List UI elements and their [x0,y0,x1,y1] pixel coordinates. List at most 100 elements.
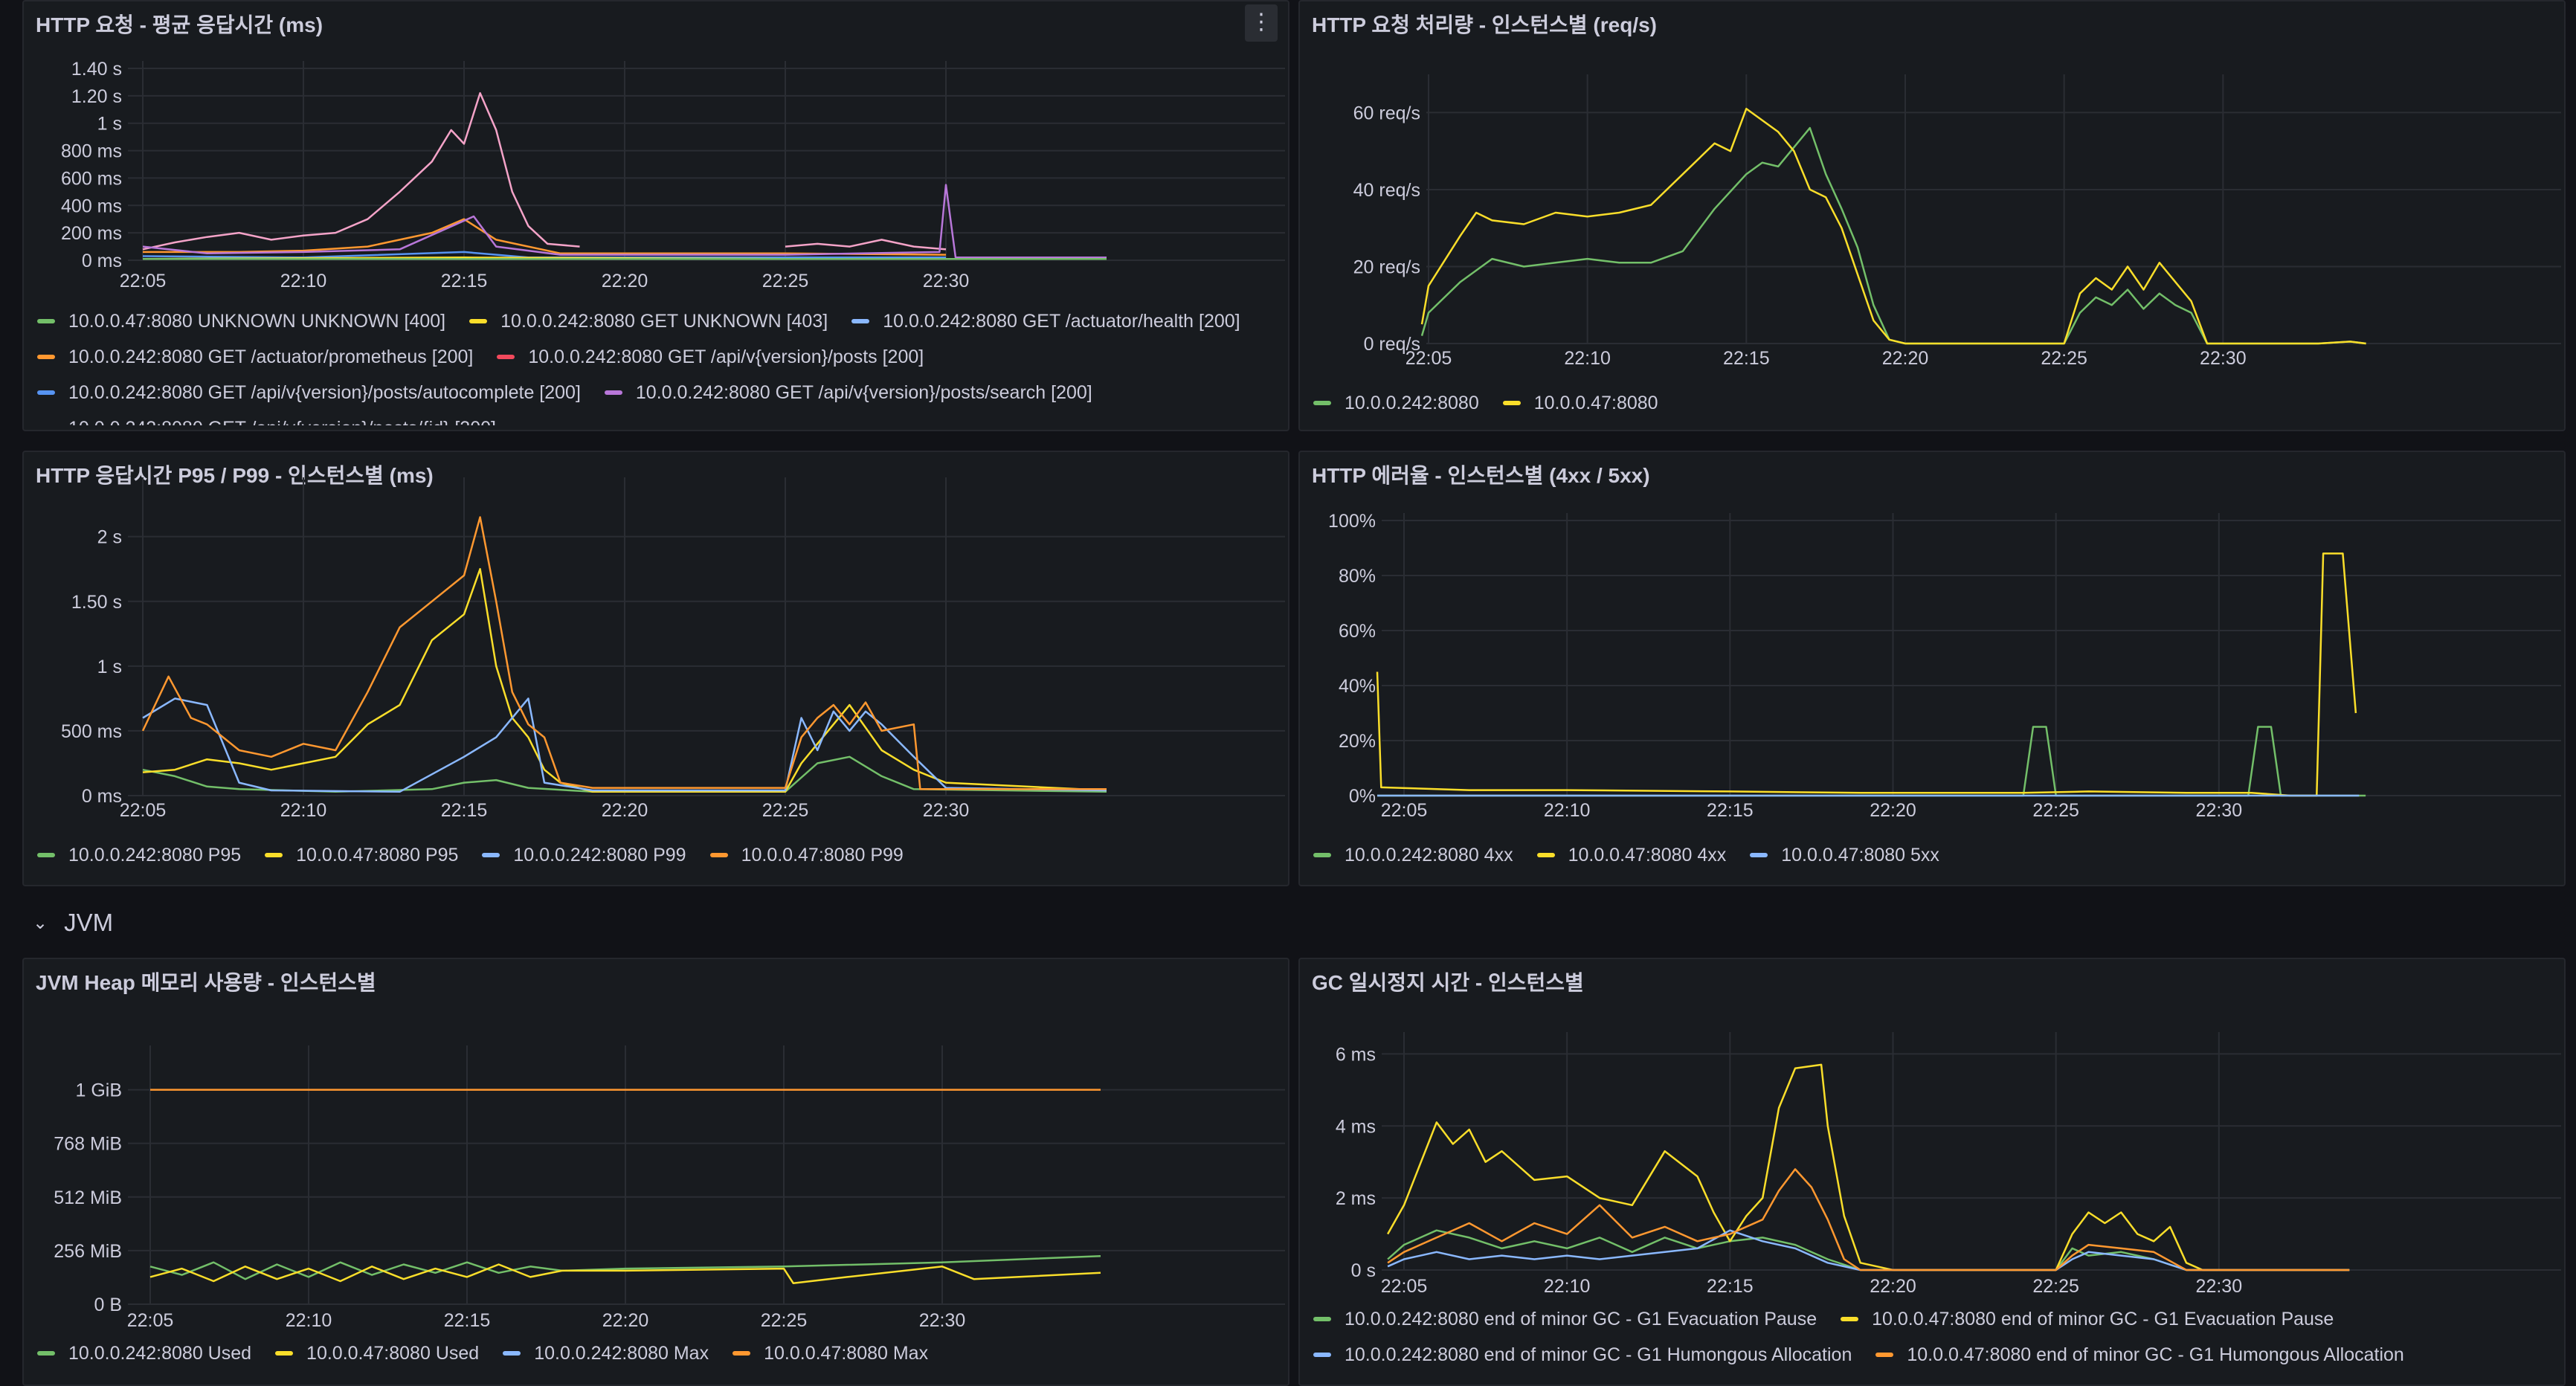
x-tick-label: 22:20 [602,800,648,821]
y-tick-label: 2 s [97,527,122,548]
legend-item[interactable]: 10.0.0.47:8080 end of minor GC - G1 Evac… [1841,1301,2334,1337]
series-line [1387,1168,2350,1271]
series-line [142,184,1107,259]
legend-swatch [503,1351,521,1356]
legend-swatch [37,390,55,395]
legend-item[interactable]: 10.0.0.47:8080 [1502,385,1658,421]
series-line [1420,107,2366,345]
legend-item[interactable]: 10.0.0.47:8080 Max [732,1335,928,1371]
legend-label: 10.0.0.47:8080 P99 [741,844,904,866]
legend-label: 10.0.0.242:8080 P95 [68,844,242,866]
legend-item[interactable]: 10.0.0.242:8080 GET /actuator/health [20… [851,303,1240,339]
legend-label: 10.0.0.242:8080 P99 [513,844,686,866]
y-tick-label: 1 s [97,114,122,135]
y-tick-label: 0% [1349,786,1376,807]
legend-label: 10.0.0.242:8080 GET UNKNOWN [403] [500,310,828,332]
legend-swatch [265,853,283,857]
panel-jvm-heap[interactable]: JVM Heap 메모리 사용량 - 인스턴스별 0 B 256 MiB 512 M… [22,958,1289,1386]
legend-item[interactable]: 10.0.0.242:8080 P99 [482,837,686,873]
legend-label: 10.0.0.242:8080 GET /api/v{version}/post… [68,381,581,403]
legend-item[interactable]: 10.0.0.242:8080 GET /api/v{version}/post… [37,375,581,410]
x-tick-label: 22:15 [1707,800,1754,821]
chart-plot: 0 s 2 ms 4 ms 6 ms 22:05 22:10 22:15 22:20 22:25… [1336,1032,2561,1297]
y-tick-label: 2 ms [1336,1188,1376,1209]
series-line [1377,726,2366,797]
series-line [143,218,947,256]
legend-label: 10.0.0.242:8080 Max [534,1342,709,1364]
panel-http-p95-p99[interactable]: HTTP 응답시간 P95 / P99 - 인스턴스별 (ms) 0 ms 500… [22,451,1289,886]
x-tick-label: 22:25 [2032,1276,2079,1297]
legend-item[interactable]: 10.0.0.47:8080 P95 [265,837,458,873]
more-vertical-icon[interactable]: ⋮ [1245,4,1278,42]
series-line [142,755,1107,793]
legend-item[interactable]: 10.0.0.47:8080 end of minor GC - G1 Humo… [1875,1337,2404,1373]
legend-label: 10.0.0.47:8080 Used [306,1342,480,1364]
legend-label: 10.0.0.242:8080 GET /api/v{version}/post… [68,418,496,426]
x-tick-label: 22:30 [923,271,970,291]
legend-item[interactable]: 10.0.0.242:8080 4xx [1313,837,1513,873]
legend-item[interactable]: 10.0.0.242:8080 GET /actuator/prometheus… [37,339,473,375]
legend-item[interactable]: 10.0.0.47:8080 Used [275,1335,479,1371]
legend-label: 10.0.0.47:8080 4xx [1568,844,1727,866]
x-tick-label: 22:20 [1882,348,1929,369]
panel-title: HTTP 응답시간 P95 / P99 - 인스턴스별 (ms) [36,464,434,487]
legend-item[interactable]: 10.0.0.242:8080 GET UNKNOWN [403] [469,303,828,339]
legend-swatch [604,390,622,395]
x-tick-label: 22:05 [1381,800,1428,821]
legend-label: 10.0.0.47:8080 end of minor GC - G1 Humo… [1907,1344,2404,1365]
legend-item[interactable]: 10.0.0.242:8080 GET /api/v{version}/post… [37,410,496,426]
panel-title: HTTP 요청 처리량 - 인스턴스별 (req/s) [1312,13,1657,36]
y-tick-label: 1.20 s [71,86,122,107]
x-tick-label: 22:10 [286,1310,332,1331]
x-tick-label: 22:30 [2196,800,2243,821]
x-tick-label: 22:20 [1870,1276,1916,1297]
y-tick-label: 1.40 s [71,59,122,80]
legend-item[interactable]: 10.0.0.242:8080 [1313,385,1479,421]
legend-swatch [37,319,55,323]
panel-gc-pause[interactable]: GC 일시정지 시간 - 인스턴스별 0 s 2 ms 4 ms 6 ms 22:05 2… [1298,958,2566,1386]
series-line [149,1263,1101,1285]
legend-item[interactable]: 10.0.0.242:8080 GET /api/v{version}/post… [497,339,924,375]
y-tick-label: 0 ms [82,786,122,807]
legend-swatch [275,1351,294,1356]
x-tick-label: 22:20 [602,271,648,291]
legend-item[interactable]: 10.0.0.242:8080 Used [37,1335,251,1371]
x-tick-label: 22:05 [127,1310,174,1331]
series-line [1387,1063,2350,1271]
legend-item[interactable]: 10.0.0.242:8080 end of minor GC - G1 Eva… [1313,1301,1817,1337]
y-tick-label: 20% [1339,731,1376,752]
y-tick-label: 20 req/s [1353,257,1420,277]
y-tick-label: 4 ms [1336,1116,1376,1137]
y-tick-label: 40 req/s [1353,180,1420,201]
legend-item[interactable]: 10.0.0.242:8080 end of minor GC - G1 Hum… [1313,1337,1852,1373]
legend-item[interactable]: 10.0.0.47:8080 5xx [1750,837,1939,873]
chevron-down-icon[interactable]: ⌄ [33,912,48,933]
x-tick-label: 22:10 [1544,800,1591,821]
legend-item[interactable]: 10.0.0.242:8080 P95 [37,837,241,873]
panel-http-throughput[interactable]: HTTP 요청 처리량 - 인스턴스별 (req/s) 0 req/s 20 re… [1298,0,2566,431]
legend-item[interactable]: 10.0.0.47:8080 P99 [709,837,904,873]
x-tick-label: 22:05 [120,271,167,291]
panel-http-error-rate[interactable]: HTTP 에러율 - 인스턴스별 (4xx / 5xx) 0% 20% 40% 60%… [1298,451,2566,886]
legend-item[interactable]: 10.0.0.47:8080 4xx [1536,837,1727,873]
panel-title: HTTP 에러율 - 인스턴스별 (4xx / 5xx) [1312,464,1650,487]
chart-plot: 0 B 256 MiB 512 MiB 768 MiB 1 GiB 22:05 22:10 2… [54,1045,1285,1331]
legend-label: 10.0.0.242:8080 end of minor GC - G1 Hum… [1345,1344,1852,1365]
legend-label: 10.0.0.47:8080 5xx [1781,844,1939,866]
legend-item[interactable]: 10.0.0.47:8080 UNKNOWN UNKNOWN [400] [37,303,445,339]
legend-item[interactable]: 10.0.0.242:8080 Max [503,1335,709,1371]
panel-http-avg-response-time[interactable]: HTTP 요청 - 평균 응답시간 (ms) ⋮ 0 ms 200 ms 400 m… [22,0,1289,431]
y-tick-label: 256 MiB [54,1241,122,1262]
y-tick-label: 0 req/s [1364,334,1420,355]
legend-label: 10.0.0.242:8080 end of minor GC - G1 Eva… [1345,1308,1817,1329]
x-tick-label: 22:15 [441,271,488,291]
x-tick-label: 22:30 [919,1310,966,1331]
x-tick-label: 22:30 [2196,1276,2243,1297]
y-tick-label: 768 MiB [54,1134,122,1155]
panel-title: HTTP 요청 - 평균 응답시간 (ms) [36,13,323,36]
x-tick-label: 22:25 [762,800,809,821]
legend-item[interactable]: 10.0.0.242:8080 GET /api/v{version}/post… [604,375,1092,410]
y-tick-label: 400 ms [61,196,122,216]
row-header-jvm[interactable]: ⌄ JVM [33,906,113,940]
legend-swatch [1313,853,1331,857]
